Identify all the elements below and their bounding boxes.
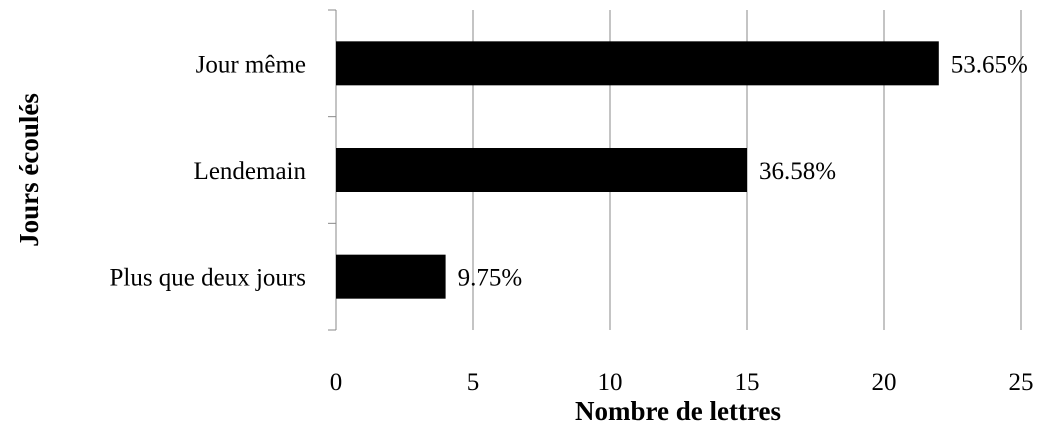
bar (336, 41, 939, 86)
x-axis-title: Nombre de lettres (575, 396, 781, 426)
x-tick-label: 10 (598, 369, 623, 396)
data-label: 9.75% (458, 265, 523, 292)
x-tick-label: 25 (1009, 369, 1034, 396)
bar (336, 148, 747, 192)
category-label: Lendemain (194, 158, 307, 185)
x-tick-labels: 0 5 10 15 20 25 (330, 369, 1034, 396)
y-axis-title: Jours écoulés (14, 93, 44, 247)
bars (336, 41, 939, 299)
x-tick-label: 5 (467, 369, 480, 396)
data-label: 36.58% (759, 158, 836, 185)
axes (328, 9, 337, 331)
bar (336, 254, 446, 299)
category-label: Jour même (196, 51, 306, 78)
data-labels: 53.65% 36.58% 9.75% (458, 51, 1028, 291)
x-tick-label: 20 (872, 369, 897, 396)
x-tick-label: 15 (735, 369, 760, 396)
category-labels: Jour même Lendemain Plus que deux jours (109, 51, 306, 291)
data-label: 53.65% (951, 51, 1028, 78)
category-label: Plus que deux jours (109, 265, 306, 292)
x-tick-label: 0 (330, 369, 343, 396)
